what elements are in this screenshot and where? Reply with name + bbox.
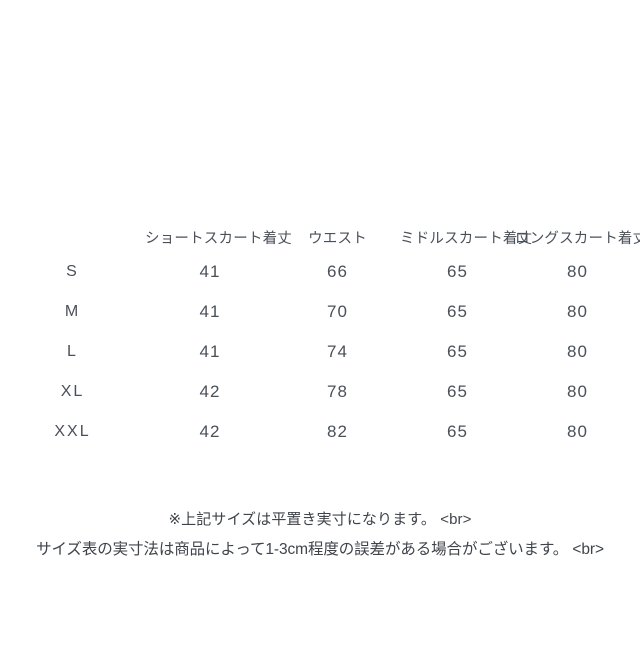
- cell-short-skirt-length: 41: [199, 262, 221, 281]
- column-header-size: [0, 222, 145, 252]
- size-chart-table: ショートスカート着丈 ウエスト ミドルスカート着丈 ロングスカート着丈 S 41…: [0, 222, 640, 452]
- size-label: XXL: [54, 423, 91, 440]
- cell-short-skirt-length: 41: [199, 302, 221, 321]
- cell-long-skirt-length: 80: [567, 342, 588, 361]
- table-row: XL 42 78 65 80: [0, 372, 640, 412]
- table-header-row: ショートスカート着丈 ウエスト ミドルスカート着丈 ロングスカート着丈: [0, 222, 640, 252]
- cell-long-skirt-length: 80: [567, 302, 588, 321]
- cell-short-skirt-length: 42: [199, 422, 221, 441]
- cell-waist: 82: [327, 422, 348, 441]
- cell-midi-skirt-length: 65: [447, 302, 468, 321]
- column-header-long-skirt-length: ロングスカート着丈: [515, 230, 640, 247]
- table-header: ショートスカート着丈 ウエスト ミドルスカート着丈 ロングスカート着丈: [0, 222, 640, 252]
- cell-waist: 74: [327, 342, 348, 361]
- column-header-midi-skirt-length: ミドルスカート着丈: [400, 230, 533, 247]
- size-label: L: [67, 343, 78, 360]
- cell-short-skirt-length: 41: [199, 342, 221, 361]
- cell-long-skirt-length: 80: [567, 262, 588, 281]
- table-row: M 41 70 65 80: [0, 292, 640, 332]
- cell-midi-skirt-length: 65: [447, 382, 468, 401]
- note-line-flat-measurement: ※上記サイズは平置き実寸になります。 <br>: [168, 511, 472, 528]
- cell-short-skirt-length: 42: [199, 382, 221, 401]
- cell-waist: 70: [327, 302, 348, 321]
- size-chart-notes: ※上記サイズは平置き実寸になります。 <br> サイズ表の実寸法は商品によって1…: [0, 505, 640, 565]
- cell-midi-skirt-length: 65: [447, 422, 468, 441]
- cell-waist: 78: [327, 382, 348, 401]
- note-line-tolerance: サイズ表の実寸法は商品によって1-3cm程度の誤差がある場合がございます。 <b…: [36, 541, 604, 558]
- column-header-waist: ウエスト: [308, 230, 367, 247]
- column-header-short-skirt-length: ショートスカート着丈: [145, 230, 292, 247]
- cell-long-skirt-length: 80: [567, 382, 588, 401]
- table-row: S 41 66 65 80: [0, 252, 640, 292]
- cell-midi-skirt-length: 65: [447, 342, 468, 361]
- cell-waist: 66: [327, 262, 348, 281]
- table-body: S 41 66 65 80 M 41 70 65 80 L 41 74 65 8…: [0, 252, 640, 452]
- cell-long-skirt-length: 80: [567, 422, 588, 441]
- size-label: S: [66, 263, 79, 280]
- table-row: XXL 42 82 65 80: [0, 412, 640, 452]
- table-row: L 41 74 65 80: [0, 332, 640, 372]
- size-label: M: [64, 303, 81, 320]
- cell-midi-skirt-length: 65: [447, 262, 468, 281]
- size-label: XL: [60, 383, 85, 400]
